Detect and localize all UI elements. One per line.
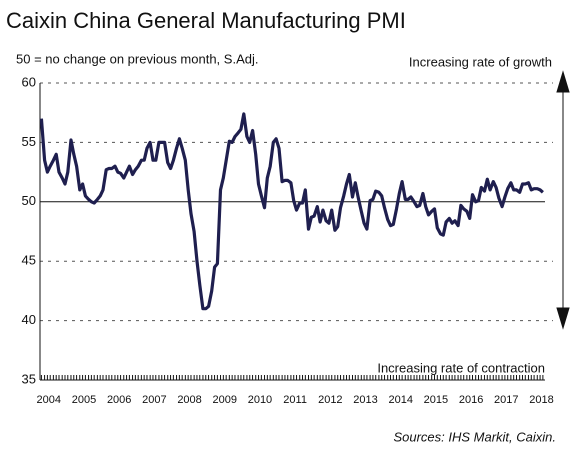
y-tick-label: 50: [22, 193, 36, 208]
y-tick-label: 45: [22, 253, 36, 268]
x-tick-label: 2007: [142, 394, 166, 406]
x-tick-label: 2008: [177, 394, 201, 406]
y-tick-label: 35: [22, 371, 36, 386]
x-tick-label: 2010: [248, 394, 272, 406]
annotation: Increasing rate of contraction: [377, 360, 545, 375]
growth-arrows: [556, 70, 570, 330]
annotation: Increasing rate of growth: [409, 54, 552, 69]
source: Sources: IHS Markit, Caixin.: [393, 429, 556, 444]
subtitle: 50 = no change on previous month, S.Adj.: [16, 51, 258, 66]
y-tick-label: 60: [22, 74, 36, 89]
chart-title: Caixin China General Manufacturing PMI: [6, 8, 406, 33]
x-tick-label: 2012: [318, 394, 342, 406]
x-tick-label: 2004: [37, 394, 61, 406]
x-tick-label: 2011: [283, 394, 307, 406]
x-tick-label: 2014: [388, 394, 412, 406]
x-tick-label: 2006: [107, 394, 131, 406]
x-tick-label: 2015: [424, 394, 448, 406]
x-tick-label: 2013: [353, 394, 377, 406]
x-tick-label: 2018: [529, 394, 553, 406]
line-series: [39, 112, 544, 311]
x-tick-label: 2017: [494, 394, 518, 406]
x-tick-label: 2016: [459, 394, 483, 406]
y-tick-label: 55: [22, 134, 36, 149]
y-tick-label: 40: [22, 312, 36, 327]
x-tick-label: 2005: [72, 394, 96, 406]
x-tick-label: 2009: [213, 394, 237, 406]
